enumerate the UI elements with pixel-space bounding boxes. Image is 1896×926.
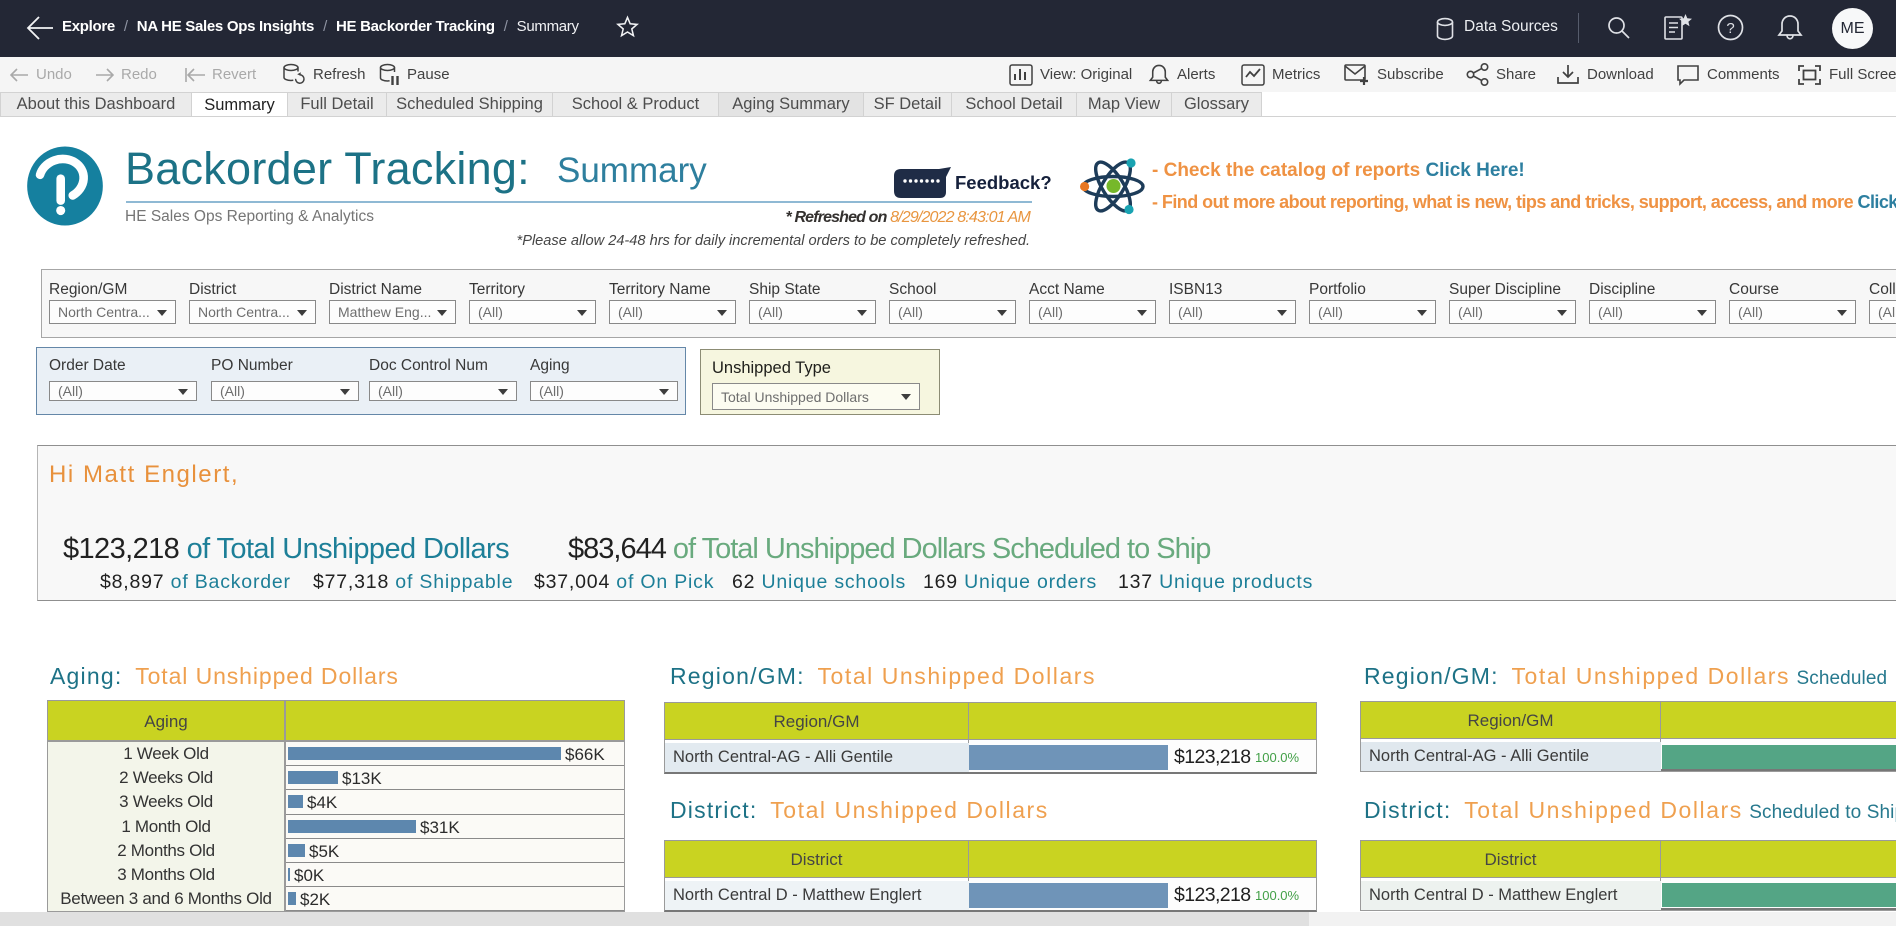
svg-text:?: ? [1726, 20, 1734, 37]
